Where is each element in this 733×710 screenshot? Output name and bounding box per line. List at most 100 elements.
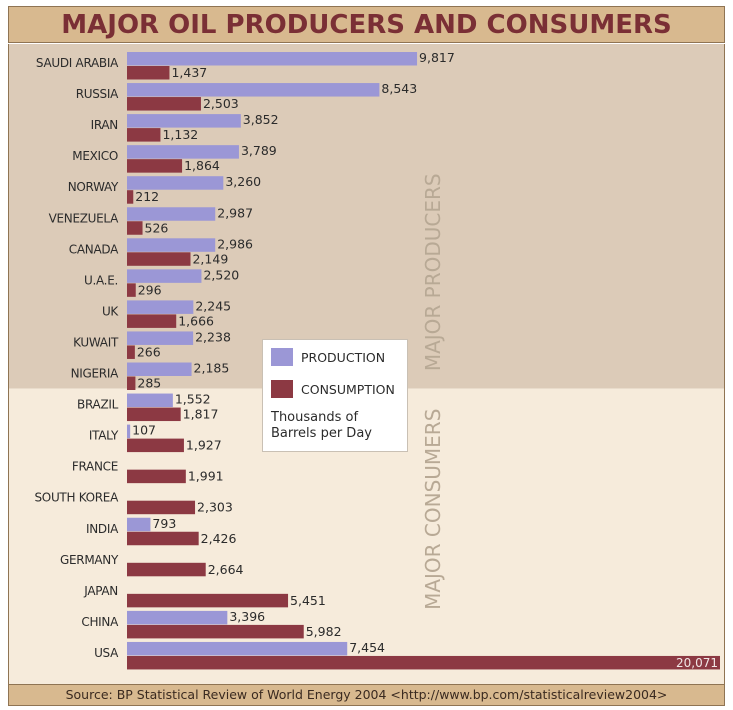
legend-label-production: PRODUCTION — [301, 349, 386, 365]
production-bar — [127, 52, 418, 66]
consumption-bar — [127, 159, 183, 173]
consumption-value-label: 5,451 — [290, 593, 326, 608]
production-bar — [127, 269, 202, 283]
consumption-value-label: 2,303 — [197, 500, 233, 515]
source-bar: Source: BP Statistical Review of World E… — [8, 684, 725, 706]
title-bar: MAJOR OIL PRODUCERS AND CONSUMERS — [8, 6, 725, 43]
production-bar — [127, 145, 239, 159]
consumption-value-label: 1,817 — [183, 407, 219, 422]
consumption-value-label: 1,864 — [184, 158, 220, 173]
production-value-label: 107 — [132, 423, 156, 438]
category-label: CANADA — [69, 242, 119, 256]
category-label: NORWAY — [68, 180, 119, 194]
production-bar — [127, 114, 241, 128]
production-bar — [127, 238, 216, 252]
production-value-label: 1,552 — [175, 392, 211, 407]
production-bar — [127, 517, 151, 532]
consumption-bar — [127, 314, 177, 328]
category-label: JAPAN — [83, 584, 118, 598]
category-label: IRAN — [91, 118, 118, 132]
category-label: SAUDI ARABIA — [36, 56, 119, 70]
unit-note-line1: Thousands of — [271, 410, 359, 425]
category-label: GERMANY — [60, 553, 119, 567]
legend-item-production: PRODUCTION — [271, 346, 385, 368]
production-value-label: 2,245 — [195, 298, 231, 313]
group-label-producers: MAJOR PRODUCERS — [421, 173, 445, 371]
production-bar — [127, 207, 216, 221]
production-bar — [127, 176, 224, 190]
category-label: CHINA — [81, 615, 119, 629]
chart-title: MAJOR OIL PRODUCERS AND CONSUMERS — [61, 10, 672, 40]
category-label: UK — [102, 304, 119, 318]
production-value-label: 3,260 — [225, 174, 261, 189]
category-label: MEXICO — [72, 149, 118, 163]
source-text: Source: BP Statistical Review of World E… — [65, 687, 668, 702]
category-label: VENEZUELA — [49, 211, 119, 225]
group-label-consumers: MAJOR CONSUMERS — [421, 409, 445, 610]
consumption-value-label: 212 — [135, 189, 159, 204]
category-label: KUWAIT — [73, 335, 119, 349]
consumption-value-label: 285 — [137, 376, 161, 391]
consumption-bar — [127, 97, 201, 111]
consumption-swatch — [271, 380, 293, 398]
category-label: RUSSIA — [76, 87, 119, 101]
unit-note-line2: Barrels per Day — [271, 426, 372, 441]
production-value-label: 9,817 — [419, 50, 455, 65]
production-value-label: 2,520 — [203, 267, 239, 282]
production-bar — [127, 610, 228, 625]
production-value-label: 7,454 — [349, 640, 385, 655]
consumption-value-label: 1,927 — [186, 438, 222, 453]
production-value-label: 3,789 — [241, 143, 277, 158]
consumption-value-label: 266 — [137, 344, 161, 359]
consumption-value-label: 20,071 — [676, 656, 718, 670]
consumption-value-label: 1,437 — [171, 65, 207, 80]
category-label: INDIA — [86, 522, 119, 536]
consumption-bar — [127, 66, 170, 80]
category-label: U.A.E. — [84, 273, 118, 287]
production-bar — [127, 424, 131, 439]
consumption-value-label: 5,982 — [306, 624, 342, 639]
consumption-bar — [127, 283, 136, 297]
consumption-bar — [127, 593, 289, 608]
consumption-value-label: 2,664 — [208, 562, 244, 577]
production-value-label: 8,543 — [381, 81, 417, 96]
consumption-bar — [127, 655, 720, 670]
production-value-label: 793 — [152, 516, 176, 531]
consumption-bar — [127, 252, 191, 266]
production-value-label: 2,238 — [195, 329, 231, 344]
consumption-value-label: 2,503 — [203, 96, 239, 111]
consumption-value-label: 2,426 — [201, 531, 237, 546]
production-value-label: 2,987 — [217, 205, 253, 220]
consumption-bar — [127, 407, 181, 422]
production-value-label: 3,396 — [229, 609, 265, 624]
consumption-value-label: 296 — [138, 282, 162, 297]
consumption-value-label: 2,149 — [192, 251, 228, 266]
consumption-bar — [127, 221, 143, 235]
production-bar — [127, 331, 194, 345]
consumption-bar — [127, 190, 134, 204]
production-bar — [127, 393, 173, 408]
category-label: SOUTH KOREA — [34, 491, 119, 505]
category-label: BRAZIL — [77, 398, 119, 412]
production-swatch — [271, 348, 293, 366]
consumption-bar — [127, 624, 304, 639]
consumption-value-label: 526 — [145, 220, 169, 235]
consumption-bar — [127, 128, 161, 142]
production-bar — [127, 641, 348, 656]
consumption-value-label: 1,132 — [162, 127, 198, 142]
category-label: USA — [94, 646, 119, 660]
consumption-bar — [127, 531, 199, 546]
production-value-label: 3,852 — [243, 112, 279, 127]
category-label: FRANCE — [72, 460, 118, 474]
production-bar — [127, 362, 192, 376]
category-label: NIGERIA — [71, 367, 119, 381]
production-value-label: 2,185 — [194, 361, 230, 376]
unit-note: Thousands of Barrels per Day — [271, 410, 401, 442]
consumption-bar — [127, 345, 135, 359]
production-bar — [127, 300, 194, 314]
legend-label-consumption: CONSUMPTION — [301, 381, 395, 397]
consumption-bar — [127, 469, 186, 484]
consumption-bar — [127, 376, 136, 390]
